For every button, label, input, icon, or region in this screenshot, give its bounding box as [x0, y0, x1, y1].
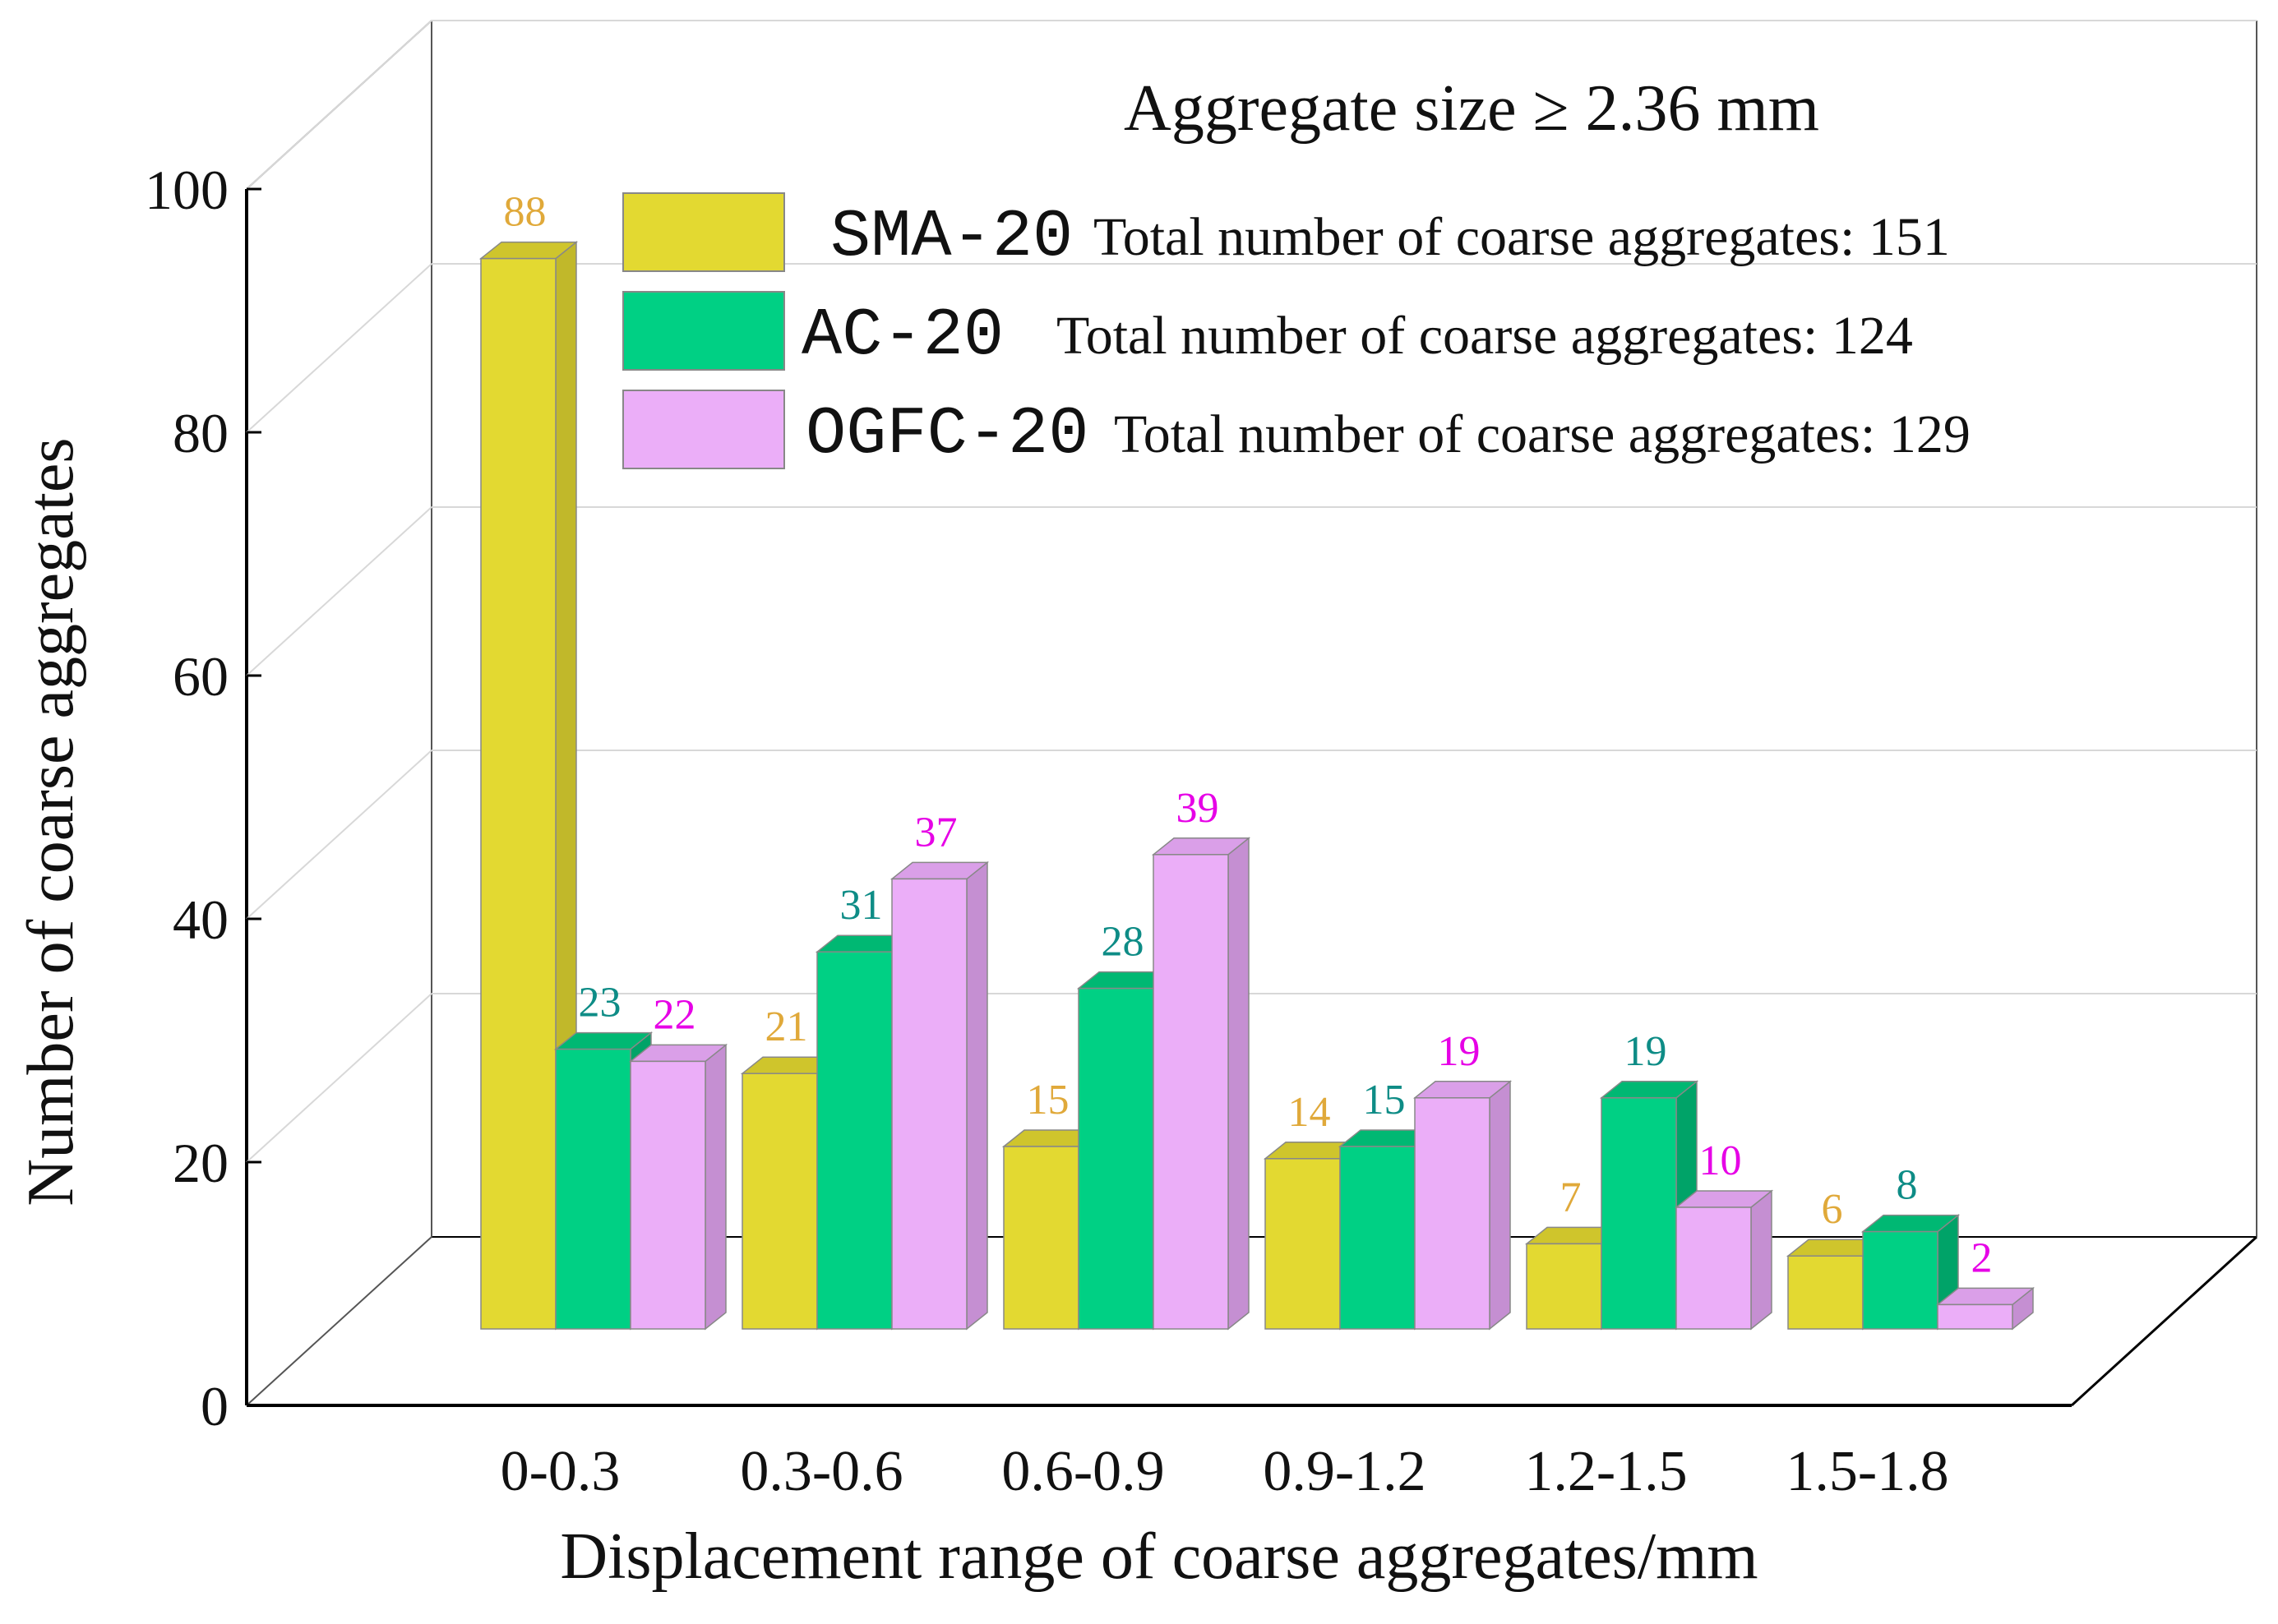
floor-right-edge	[2070, 1235, 2258, 1407]
bar-side-face	[1750, 1189, 1772, 1331]
bar-front-face	[630, 1060, 706, 1330]
bar-ogfc-20-1.5-1.8	[1935, 1286, 2035, 1331]
data-label-ogfc-20: 2	[1971, 1234, 1993, 1281]
y-tick-label: 0	[201, 1375, 229, 1437]
bar-front-face	[1339, 1146, 1416, 1330]
data-label-ogfc-20: 22	[654, 991, 696, 1038]
bar-front-face	[1787, 1255, 1864, 1330]
legend-series-name: SMA-20	[830, 199, 1073, 275]
bar-side-face	[1227, 837, 1250, 1331]
bar-ogfc-20-0.6-0.9	[1151, 837, 1251, 1331]
legend-swatch-ogfc-20	[622, 390, 785, 469]
data-label-ogfc-20: 10	[1699, 1137, 1742, 1184]
data-label-ac-20: 8	[1897, 1162, 1918, 1209]
gridline-side	[246, 20, 432, 190]
chart-title: Aggregate size ≥ 2.36 mm	[1124, 72, 1819, 145]
bar-front-face	[891, 878, 968, 1330]
legend: SMA-20 Total number of coarse aggregates:…	[622, 192, 1971, 473]
data-label-sma-20: 14	[1288, 1089, 1331, 1136]
x-category-label: 1.5-1.8	[1786, 1440, 1948, 1503]
bar-front-face	[816, 951, 893, 1330]
bar-front-face	[1153, 854, 1229, 1330]
gridline-side	[246, 750, 432, 920]
data-label-sma-20: 7	[1560, 1174, 1582, 1220]
data-label-sma-20: 6	[1822, 1186, 1843, 1233]
bar-front-face	[1675, 1206, 1752, 1330]
data-label-ac-20: 19	[1624, 1028, 1667, 1075]
bar-ogfc-20-0.9-1.2	[1412, 1080, 1513, 1331]
bar-front-face	[1414, 1097, 1490, 1330]
legend-series-note: Total number of coarse aggregates: 129	[1114, 404, 1971, 464]
bar-front-face	[1526, 1243, 1602, 1330]
bar-front-face	[555, 1048, 631, 1330]
bar-side-face	[705, 1043, 727, 1331]
bar-front-face	[1078, 987, 1154, 1330]
y-tick-label: 100	[145, 159, 229, 221]
bar-front-face	[480, 257, 557, 1330]
data-label-ogfc-20: 39	[1176, 785, 1219, 832]
bar-front-face	[1862, 1230, 1938, 1330]
x-category-label: 0.3-0.6	[740, 1440, 903, 1503]
y-tick-label: 20	[173, 1132, 229, 1194]
x-category-label: 1.2-1.5	[1524, 1440, 1687, 1503]
y-axis-ticks: 0 20 40 60 80 100	[145, 159, 261, 1437]
x-category-label: 0-0.3	[501, 1440, 621, 1503]
legend-series-name: OGFC-20	[806, 396, 1088, 473]
y-tick-label: 40	[173, 888, 229, 951]
data-label-ac-20: 28	[1102, 919, 1144, 966]
data-label-sma-20: 15	[1027, 1077, 1070, 1123]
x-axis-categories: 0-0.3 0.3-0.6 0.6-0.9 0.9-1.2 1.2-1.5 1.5-1.8	[501, 1440, 1949, 1503]
y-axis-label: Number of coarse aggregates	[15, 437, 87, 1206]
gridline-side	[246, 263, 432, 433]
legend-series-note: Total number of coarse aggregates: 124	[1056, 306, 1913, 366]
data-label-ac-20: 31	[840, 882, 883, 929]
gridlines	[246, 20, 2257, 1163]
bar-sma-20-1.2-1.5	[1524, 1225, 1624, 1331]
x-axis-label: Displacement range of coarse aggregates/…	[560, 1520, 1758, 1593]
legend-series-note: Total number of coarse aggregates: 151	[1093, 207, 1950, 267]
bars	[478, 241, 2035, 1331]
bar-ogfc-20-1.2-1.5	[1674, 1189, 1774, 1331]
gridline-side	[246, 506, 432, 676]
data-labels: 88 23 22 21 31 37 15 28 39 14 15 19 7 19 10 6 8 2	[504, 189, 1993, 1282]
bar-front-face	[1937, 1303, 2013, 1330]
x-category-label: 0.6-0.9	[1001, 1440, 1164, 1503]
bar-front-face	[1264, 1158, 1341, 1330]
bar-side-face	[1489, 1080, 1511, 1331]
bar-ogfc-20-0-0.3	[628, 1043, 728, 1331]
x-category-label: 0.9-1.2	[1263, 1440, 1425, 1503]
floor-left-edge	[246, 1236, 432, 1406]
legend-swatch-sma-20	[622, 192, 785, 272]
bar-front-face	[1003, 1146, 1079, 1330]
bar-front-face	[1601, 1097, 1677, 1330]
data-label-ac-20: 23	[579, 980, 621, 1027]
data-label-ac-20: 15	[1363, 1077, 1406, 1123]
y-tick-label: 60	[173, 645, 229, 708]
bar-front-face	[742, 1073, 818, 1330]
bar-side-face	[966, 860, 988, 1331]
bar-ogfc-20-0.3-0.6	[889, 860, 990, 1331]
legend-swatch-ac-20	[622, 291, 785, 371]
y-tick-label: 80	[173, 402, 229, 464]
data-label-ogfc-20: 37	[915, 809, 958, 856]
data-label-ogfc-20: 19	[1438, 1028, 1481, 1075]
legend-series-name: AC-20	[802, 298, 1004, 374]
gridline-side	[246, 993, 432, 1163]
data-label-sma-20: 88	[504, 189, 547, 236]
data-label-sma-20: 21	[765, 1003, 808, 1050]
